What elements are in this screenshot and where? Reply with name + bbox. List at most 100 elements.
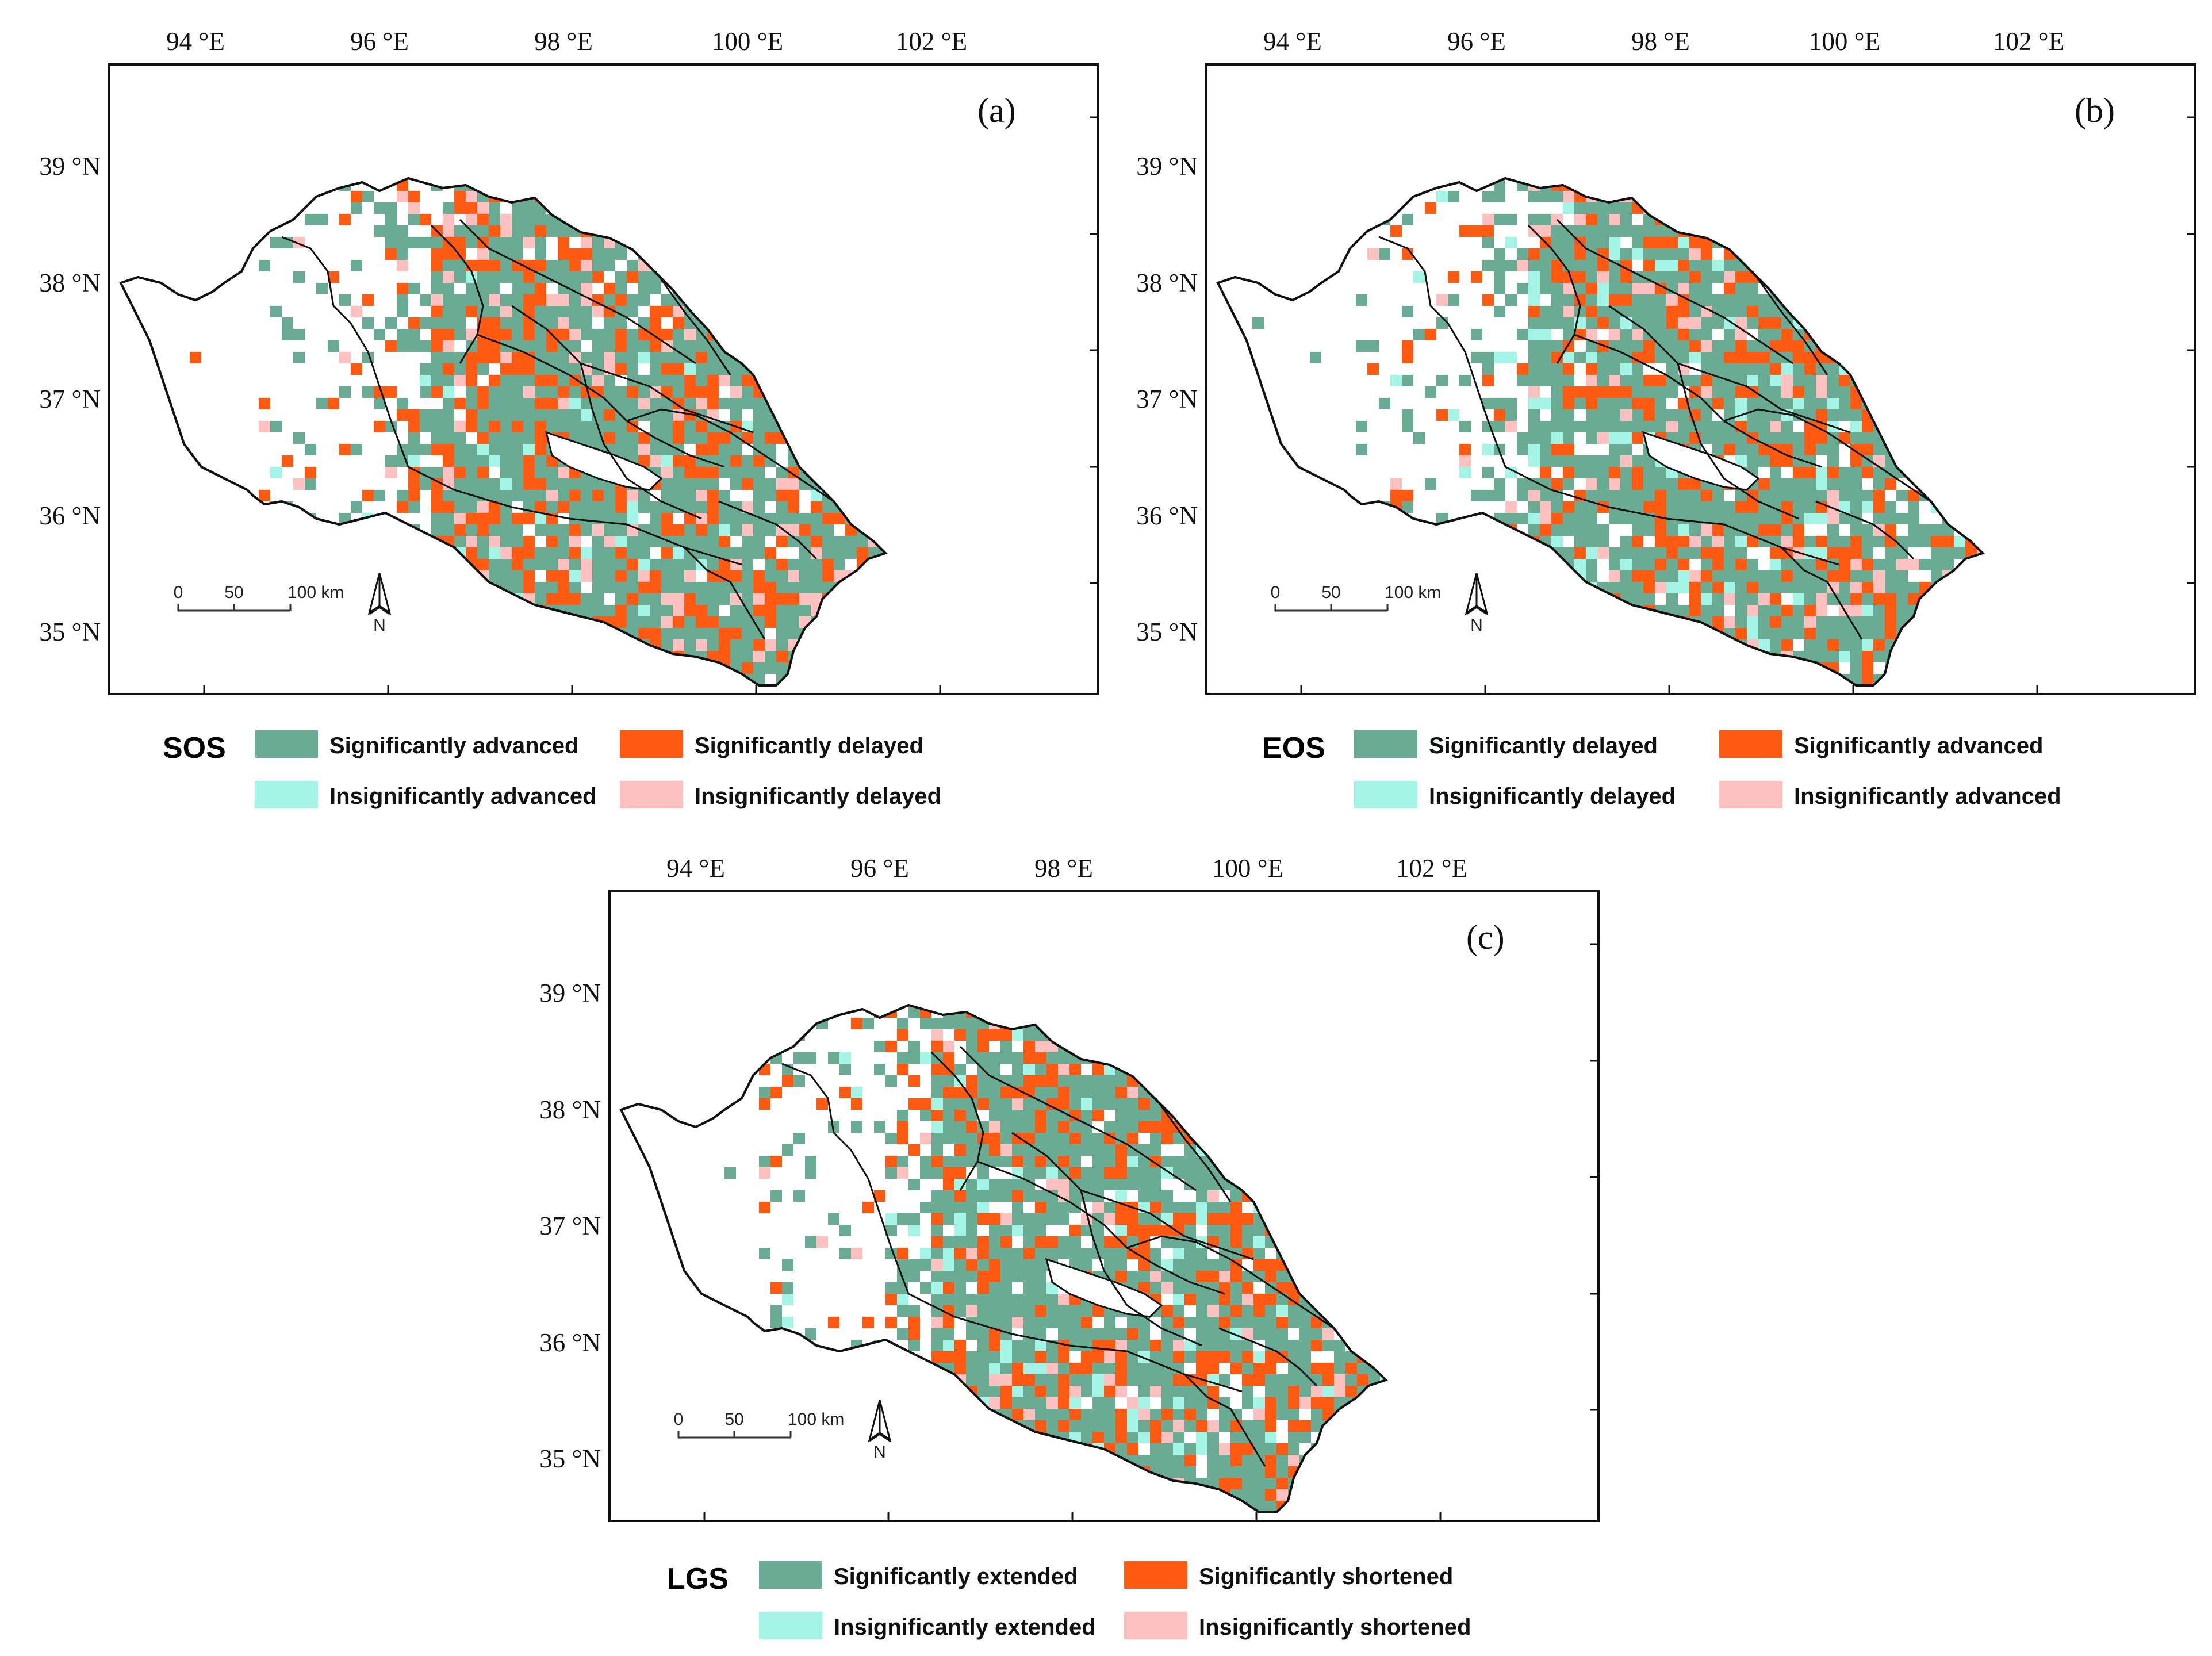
pixel-sig-green: [1551, 398, 1563, 409]
pixel-sig-orange: [443, 501, 454, 513]
pixel-sig-green: [454, 225, 466, 237]
pixel-sig-green: [989, 1052, 1000, 1064]
pixel-sig-green: [1012, 1075, 1023, 1087]
pixel-sig-green: [684, 524, 696, 536]
pixel-insig-pink: [592, 375, 604, 386]
pixel-sig-green: [569, 582, 581, 593]
pixel-sig-green: [776, 605, 788, 616]
pixel-sig-green: [1793, 605, 1804, 616]
pixel-sig-orange: [535, 225, 546, 237]
pixel-sig-green: [1609, 501, 1620, 513]
pixel-sig-green: [920, 1110, 931, 1121]
north-label: N: [373, 616, 386, 635]
pixel-sig-green: [1724, 329, 1735, 340]
pixel-sig-green: [1850, 570, 1862, 582]
pixel-insig-pink: [1161, 1282, 1173, 1294]
pixel-insig-cyan: [1586, 352, 1597, 363]
pixel-insig-cyan: [627, 501, 638, 513]
pixel-sig-green: [1712, 271, 1724, 283]
pixel-sig-green: [1563, 317, 1574, 329]
pixel-insig-pink: [1816, 386, 1827, 398]
pixel-sig-orange: [477, 214, 489, 225]
pixel-sig-green: [954, 1305, 966, 1317]
pixel-sig-green: [443, 490, 454, 501]
pixel-sig-green: [1551, 409, 1563, 421]
pixel-sig-orange: [546, 570, 558, 582]
pixel-insig-pink: [1689, 570, 1701, 582]
pixel-sig-green: [1000, 1271, 1012, 1282]
pixel-sig-green: [1678, 248, 1689, 260]
pixel-insig-pink: [1597, 547, 1609, 559]
pixel-sig-green: [1574, 202, 1586, 214]
pixel-sig-orange: [1207, 1271, 1219, 1282]
pixel-sig-green: [546, 306, 558, 317]
pixel-sig-green: [811, 559, 822, 570]
pixel-sig-orange: [696, 386, 707, 398]
pixel-sig-orange: [558, 570, 569, 582]
pixel-sig-green: [1138, 1328, 1150, 1340]
pixel-sig-green: [753, 478, 765, 490]
pixel-insig-cyan: [1173, 1248, 1184, 1259]
pixel-sig-orange: [1609, 294, 1620, 306]
pixel-sig-green: [1081, 1340, 1092, 1351]
pixel-sig-green: [581, 306, 592, 317]
latitude-label: 37 °N: [539, 1212, 601, 1240]
pixel-sig-green: [1448, 191, 1459, 202]
pixel-sig-green: [1597, 225, 1609, 237]
pixel-sig-green: [1781, 628, 1793, 639]
pixel-insig-pink: [1873, 582, 1885, 593]
pixel-sig-green: [581, 329, 592, 340]
pixel-sig-green: [788, 559, 799, 570]
pixel-sig-orange: [1942, 536, 1954, 547]
pixel-sig-green: [1012, 1144, 1023, 1156]
pixel-sig-orange: [943, 1351, 954, 1363]
pixel-sig-orange: [1586, 283, 1597, 294]
pixel-sig-green: [1597, 467, 1609, 478]
pixel-sig-orange: [443, 455, 454, 467]
pixel-sig-orange: [954, 1340, 966, 1351]
pixel-sig-green: [1747, 593, 1758, 605]
pixel-sig-green: [1609, 490, 1620, 501]
pixel-sig-orange: [954, 1029, 966, 1041]
map-panel-a: 94 °E 96 °E 98 °E 100 °E 102 °E 39 °N38 °N37…: [39, 27, 1099, 695]
pixel-insig-pink: [431, 294, 443, 306]
pixel-sig-orange: [443, 444, 454, 455]
pixel-sig-green: [989, 1087, 1000, 1098]
pixel-sig-green: [1839, 639, 1850, 651]
pixel-sig-green: [1138, 1213, 1150, 1225]
pixel-sig-orange: [719, 559, 730, 570]
pixel-sig-green: [1827, 455, 1839, 467]
pixel-sig-green: [1023, 1294, 1035, 1305]
pixel-sig-green: [1012, 1259, 1023, 1271]
pixel-sig-green: [650, 524, 661, 536]
pixel-sig-orange: [753, 570, 765, 582]
pixel-sig-green: [1655, 352, 1666, 363]
pixel-sig-green: [1804, 501, 1816, 513]
pixel-sig-orange: [696, 605, 707, 616]
pixel-sig-green: [558, 225, 569, 237]
pixel-sig-green: [805, 1328, 816, 1340]
pixel-sig-green: [1701, 582, 1712, 593]
pixel-sig-green: [500, 513, 512, 524]
pixel-sig-orange: [1873, 639, 1885, 651]
pixel-sig-green: [1000, 1190, 1012, 1202]
pixel-sig-orange: [1839, 547, 1850, 559]
pixel-sig-green: [1184, 1259, 1196, 1271]
pixel-sig-green: [1402, 375, 1413, 386]
pixel-sig-green: [931, 1271, 943, 1282]
pixel-sig-green: [1138, 1340, 1150, 1351]
pixel-insig-pink: [1436, 294, 1448, 306]
pixel-sig-green: [1081, 1259, 1092, 1271]
pixel-sig-green: [1747, 455, 1758, 467]
pixel-insig-pink: [1242, 1294, 1253, 1305]
pixel-sig-green: [1609, 225, 1620, 237]
pixel-sig-orange: [885, 1156, 897, 1167]
pixel-sig-green: [351, 444, 362, 455]
pixel-sig-orange: [1253, 1259, 1265, 1271]
pixel-sig-green: [615, 524, 627, 536]
pixel-sig-orange: [1597, 386, 1609, 398]
pixel-sig-green: [908, 1041, 920, 1052]
pixel-insig-cyan: [1597, 283, 1609, 294]
pixel-insig-pink: [1127, 1087, 1138, 1098]
pixel-sig-green: [1724, 501, 1735, 513]
